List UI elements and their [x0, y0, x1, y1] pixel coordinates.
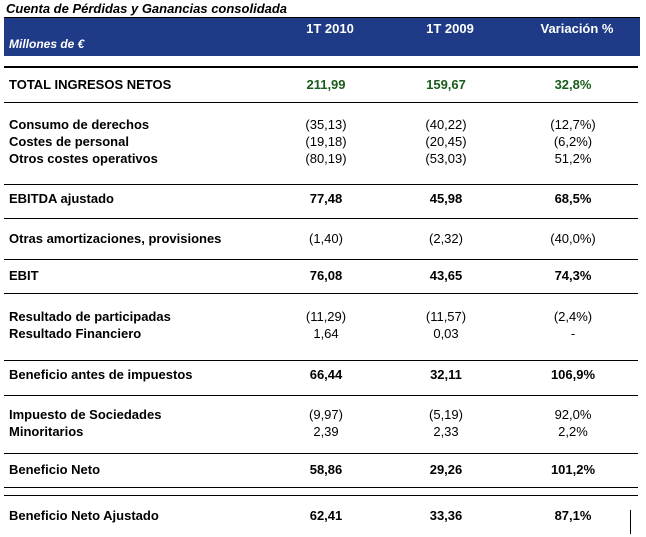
divider	[4, 66, 638, 68]
table-row: Resultado de participadas (11,29) (11,57…	[0, 309, 646, 327]
value-1t2010: 1,64	[313, 326, 339, 341]
table-row: Consumo de derechos (35,13) (40,22) (12,…	[0, 117, 646, 135]
row-label: EBIT	[9, 268, 39, 283]
value-1t2010: 77,48	[309, 191, 343, 206]
value-1t2010: 211,99	[306, 77, 346, 92]
value-1t2009: (5,19)	[429, 407, 463, 422]
column-header-1t2010: 1T 2010	[306, 21, 354, 36]
table-header: 1T 2010 1T 2009 Variación % Millones de …	[4, 18, 640, 56]
divider	[4, 453, 638, 454]
value-1t2009: (2,32)	[429, 231, 463, 246]
divider	[630, 510, 631, 534]
table-row: Costes de personal (19,18) (20,45) (6,2%…	[0, 134, 646, 152]
divider	[4, 218, 638, 219]
row-label: Minoritarios	[9, 424, 84, 439]
value-1t2009: 45,98	[429, 191, 463, 206]
value-1t2010: 2,39	[313, 424, 339, 439]
value-variation: (40,0%)	[550, 231, 596, 246]
value-1t2009: 32,11	[430, 367, 462, 382]
value-1t2010: (1,40)	[309, 231, 343, 246]
divider	[4, 293, 638, 294]
value-1t2009: (40,22)	[425, 117, 467, 132]
value-variation: 101,2%	[550, 462, 596, 477]
row-label: Resultado Financiero	[9, 326, 142, 341]
table-row: Resultado Financiero 1,64 0,03 -	[0, 326, 646, 344]
row-label: Costes de personal	[9, 134, 129, 149]
value-variation: 32,8%	[554, 77, 592, 92]
units-label: Millones de €	[9, 37, 85, 51]
value-1t2009: 0,03	[433, 326, 459, 341]
value-1t2010: (35,13)	[305, 117, 347, 132]
value-variation: (12,7%)	[550, 117, 596, 132]
value-variation: 68,5%	[554, 191, 592, 206]
divider	[4, 487, 638, 488]
row-label: Beneficio antes de impuestos	[9, 367, 193, 382]
value-1t2009: (53,03)	[425, 151, 467, 166]
row-label: TOTAL INGRESOS NETOS	[9, 77, 172, 92]
row-label: EBITDA ajustado	[9, 191, 114, 206]
value-1t2009: 43,65	[429, 268, 463, 283]
value-1t2009: (11,57)	[425, 309, 467, 324]
row-label: Impuesto de Sociedades	[9, 407, 162, 422]
divider	[4, 360, 638, 361]
table-row-bai: Beneficio antes de impuestos 66,44 32,11…	[0, 367, 646, 385]
table-row: Minoritarios 2,39 2,33 2,2%	[0, 424, 646, 442]
value-variation: 92,0%	[554, 407, 592, 422]
value-variation: 87,1%	[554, 508, 592, 523]
value-1t2010: (11,29)	[305, 309, 347, 324]
value-1t2009: 29,26	[429, 462, 463, 477]
value-1t2010: (80,19)	[305, 151, 347, 166]
value-1t2010: 62,41	[309, 508, 343, 523]
table-caption: Cuenta de Pérdidas y Ganancias consolida…	[6, 1, 288, 16]
table-row-beneficio-neto: Beneficio Neto 58,86 29,26 101,2%	[0, 462, 646, 480]
value-variation: -	[570, 326, 576, 341]
divider	[4, 259, 638, 260]
value-variation: 51,2%	[554, 151, 592, 166]
divider	[4, 184, 638, 185]
value-1t2009: 2,33	[433, 424, 459, 439]
value-variation: 106,9%	[550, 367, 596, 382]
value-1t2010: (9,97)	[309, 407, 343, 422]
row-label: Otras amortizaciones, provisiones	[9, 231, 222, 246]
table-row: Otros costes operativos (80,19) (53,03) …	[0, 151, 646, 169]
column-header-variation: Variación %	[540, 21, 614, 36]
value-1t2010: 76,08	[309, 268, 343, 283]
row-label: Consumo de derechos	[9, 117, 150, 132]
row-label: Otros costes operativos	[9, 151, 158, 166]
table-row: Otras amortizaciones, provisiones (1,40)…	[0, 231, 646, 249]
divider	[4, 102, 638, 103]
column-header-1t2009: 1T 2009	[426, 21, 474, 36]
value-1t2010: 58,86	[309, 462, 343, 477]
table-row-total-ingresos: TOTAL INGRESOS NETOS 211,99 159,67 32,8%	[0, 77, 646, 95]
row-label: Resultado de participadas	[9, 309, 171, 324]
value-variation: (6,2%)	[553, 134, 593, 149]
divider	[4, 395, 638, 396]
divider	[4, 495, 638, 496]
table-row-ebitda: EBITDA ajustado 77,48 45,98 68,5%	[0, 191, 646, 209]
table-row-beneficio-neto-ajustado: Beneficio Neto Ajustado 62,41 33,36 87,1…	[0, 508, 646, 526]
table-row-ebit: EBIT 76,08 43,65 74,3%	[0, 268, 646, 286]
value-1t2009: 159,67	[426, 77, 466, 92]
value-variation: 2,2%	[558, 424, 588, 439]
value-variation: 74,3%	[554, 268, 592, 283]
value-1t2009: (20,45)	[425, 134, 467, 149]
value-1t2010: (19,18)	[305, 134, 347, 149]
value-variation: (2,4%)	[553, 309, 593, 324]
row-label: Beneficio Neto Ajustado	[9, 508, 159, 523]
table-row: Impuesto de Sociedades (9,97) (5,19) 92,…	[0, 407, 646, 425]
row-label: Beneficio Neto	[9, 462, 101, 477]
value-1t2009: 33,36	[429, 508, 463, 523]
value-1t2010: 66,44	[309, 367, 343, 382]
